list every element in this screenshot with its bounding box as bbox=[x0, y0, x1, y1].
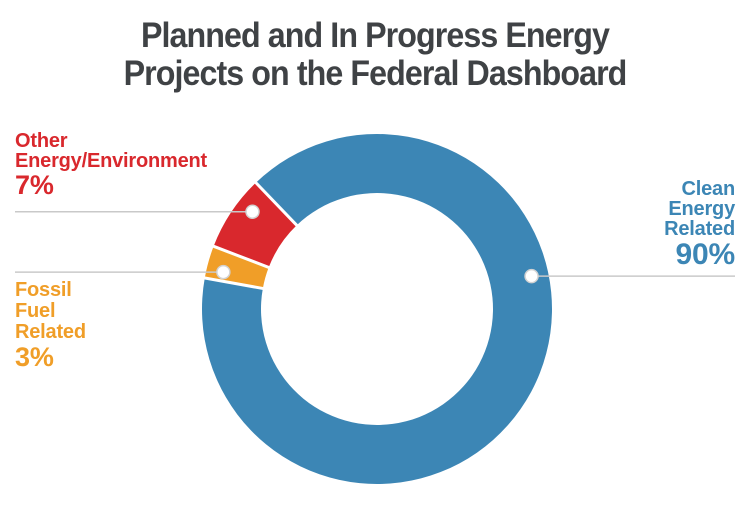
leader-dot bbox=[245, 204, 260, 219]
callout-fossil-fuel: Fossil Fuel Related 3% bbox=[15, 280, 86, 372]
callout-label-line: Energy/Environment bbox=[15, 150, 207, 172]
callout-label-line: Related bbox=[664, 218, 735, 240]
chart-title-line-2: Projects on the Federal Dashboard bbox=[123, 54, 628, 93]
chart-title-line-1: Planned and In Progress Energy bbox=[140, 16, 610, 55]
callout-clean-energy: Clean Energy Related 90% bbox=[664, 179, 735, 271]
chart-title: Planned and In Progress Energy Projects … bbox=[30, 17, 720, 93]
callout-label-line: Related bbox=[15, 321, 86, 343]
slice-divider bbox=[202, 276, 266, 291]
leader-dot bbox=[524, 268, 539, 284]
callout-other-energy: Other Energy/Environment 7% bbox=[15, 131, 207, 200]
callout-value: 3% bbox=[15, 342, 54, 372]
callout-label-line: Energy bbox=[668, 198, 735, 220]
callout-label-line: Fossil bbox=[15, 279, 72, 301]
callout-label-line: Clean bbox=[681, 178, 736, 200]
slice-divider bbox=[253, 180, 300, 228]
slice-divider bbox=[211, 244, 272, 270]
donut-slice-clean-energy-related bbox=[202, 134, 552, 484]
callout-label-line: Fuel bbox=[15, 300, 56, 322]
leader-dot bbox=[216, 264, 231, 280]
callout-value: 7% bbox=[15, 170, 54, 200]
callout-label-line: Other bbox=[15, 130, 68, 152]
callout-value: 90% bbox=[675, 238, 736, 271]
